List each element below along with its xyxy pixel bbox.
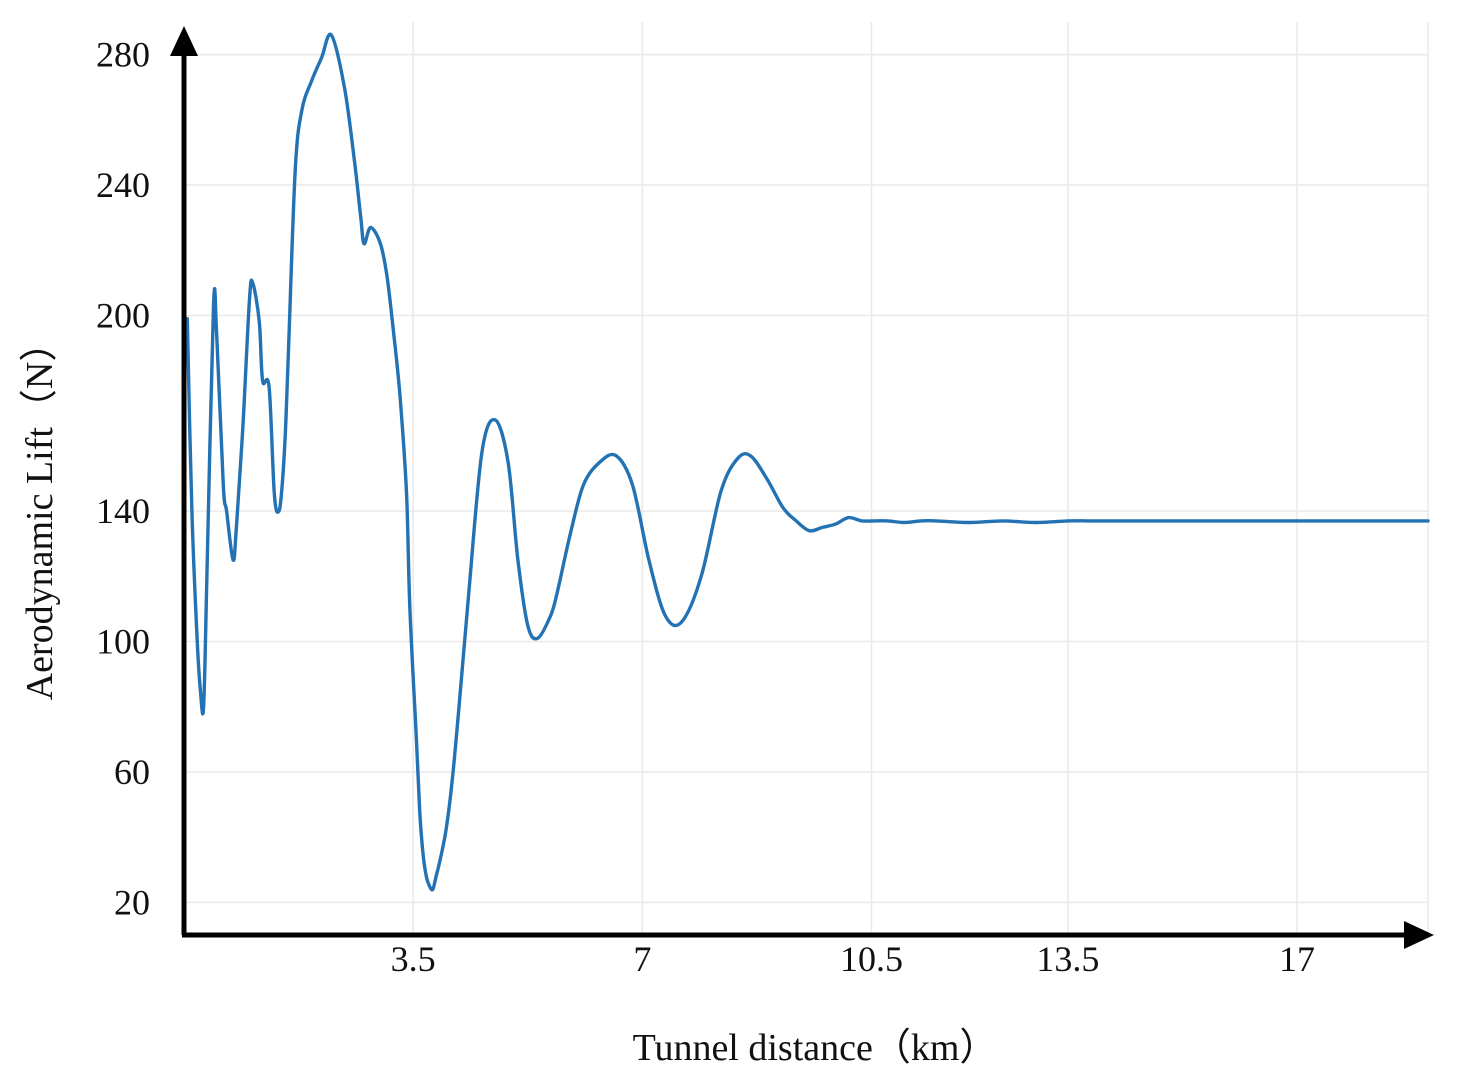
- grid-lines: [184, 22, 1429, 935]
- x-axis-title: Tunnel distance（km）: [633, 1027, 998, 1069]
- x-tick-label: 13.5: [1036, 939, 1099, 979]
- series-line: [185, 32, 1430, 892]
- y-axis-arrow: [170, 26, 198, 56]
- y-tick-label: 200: [96, 295, 150, 335]
- y-tick-label: 240: [96, 165, 150, 205]
- series-group: [185, 32, 1430, 892]
- y-tick-label: 60: [114, 752, 150, 792]
- x-tick-label: 10.5: [840, 939, 903, 979]
- y-axis-title: Aerodynamic Lift（N）: [19, 324, 61, 701]
- x-tick-label: 3.5: [391, 939, 436, 979]
- x-tick-label: 7: [633, 939, 651, 979]
- axes: [170, 26, 1434, 949]
- x-axis-arrow: [1404, 921, 1434, 949]
- y-tick-label: 100: [96, 622, 150, 662]
- y-tick-label: 20: [114, 882, 150, 922]
- y-tick-label: 280: [96, 35, 150, 75]
- x-tick-label: 17: [1279, 939, 1315, 979]
- y-tick-label: 140: [96, 491, 150, 531]
- y-tick-labels: 20 60 100 140 200 240 280: [96, 35, 150, 923]
- x-tick-labels: 3.5 7 10.5 13.5 17: [391, 939, 1315, 979]
